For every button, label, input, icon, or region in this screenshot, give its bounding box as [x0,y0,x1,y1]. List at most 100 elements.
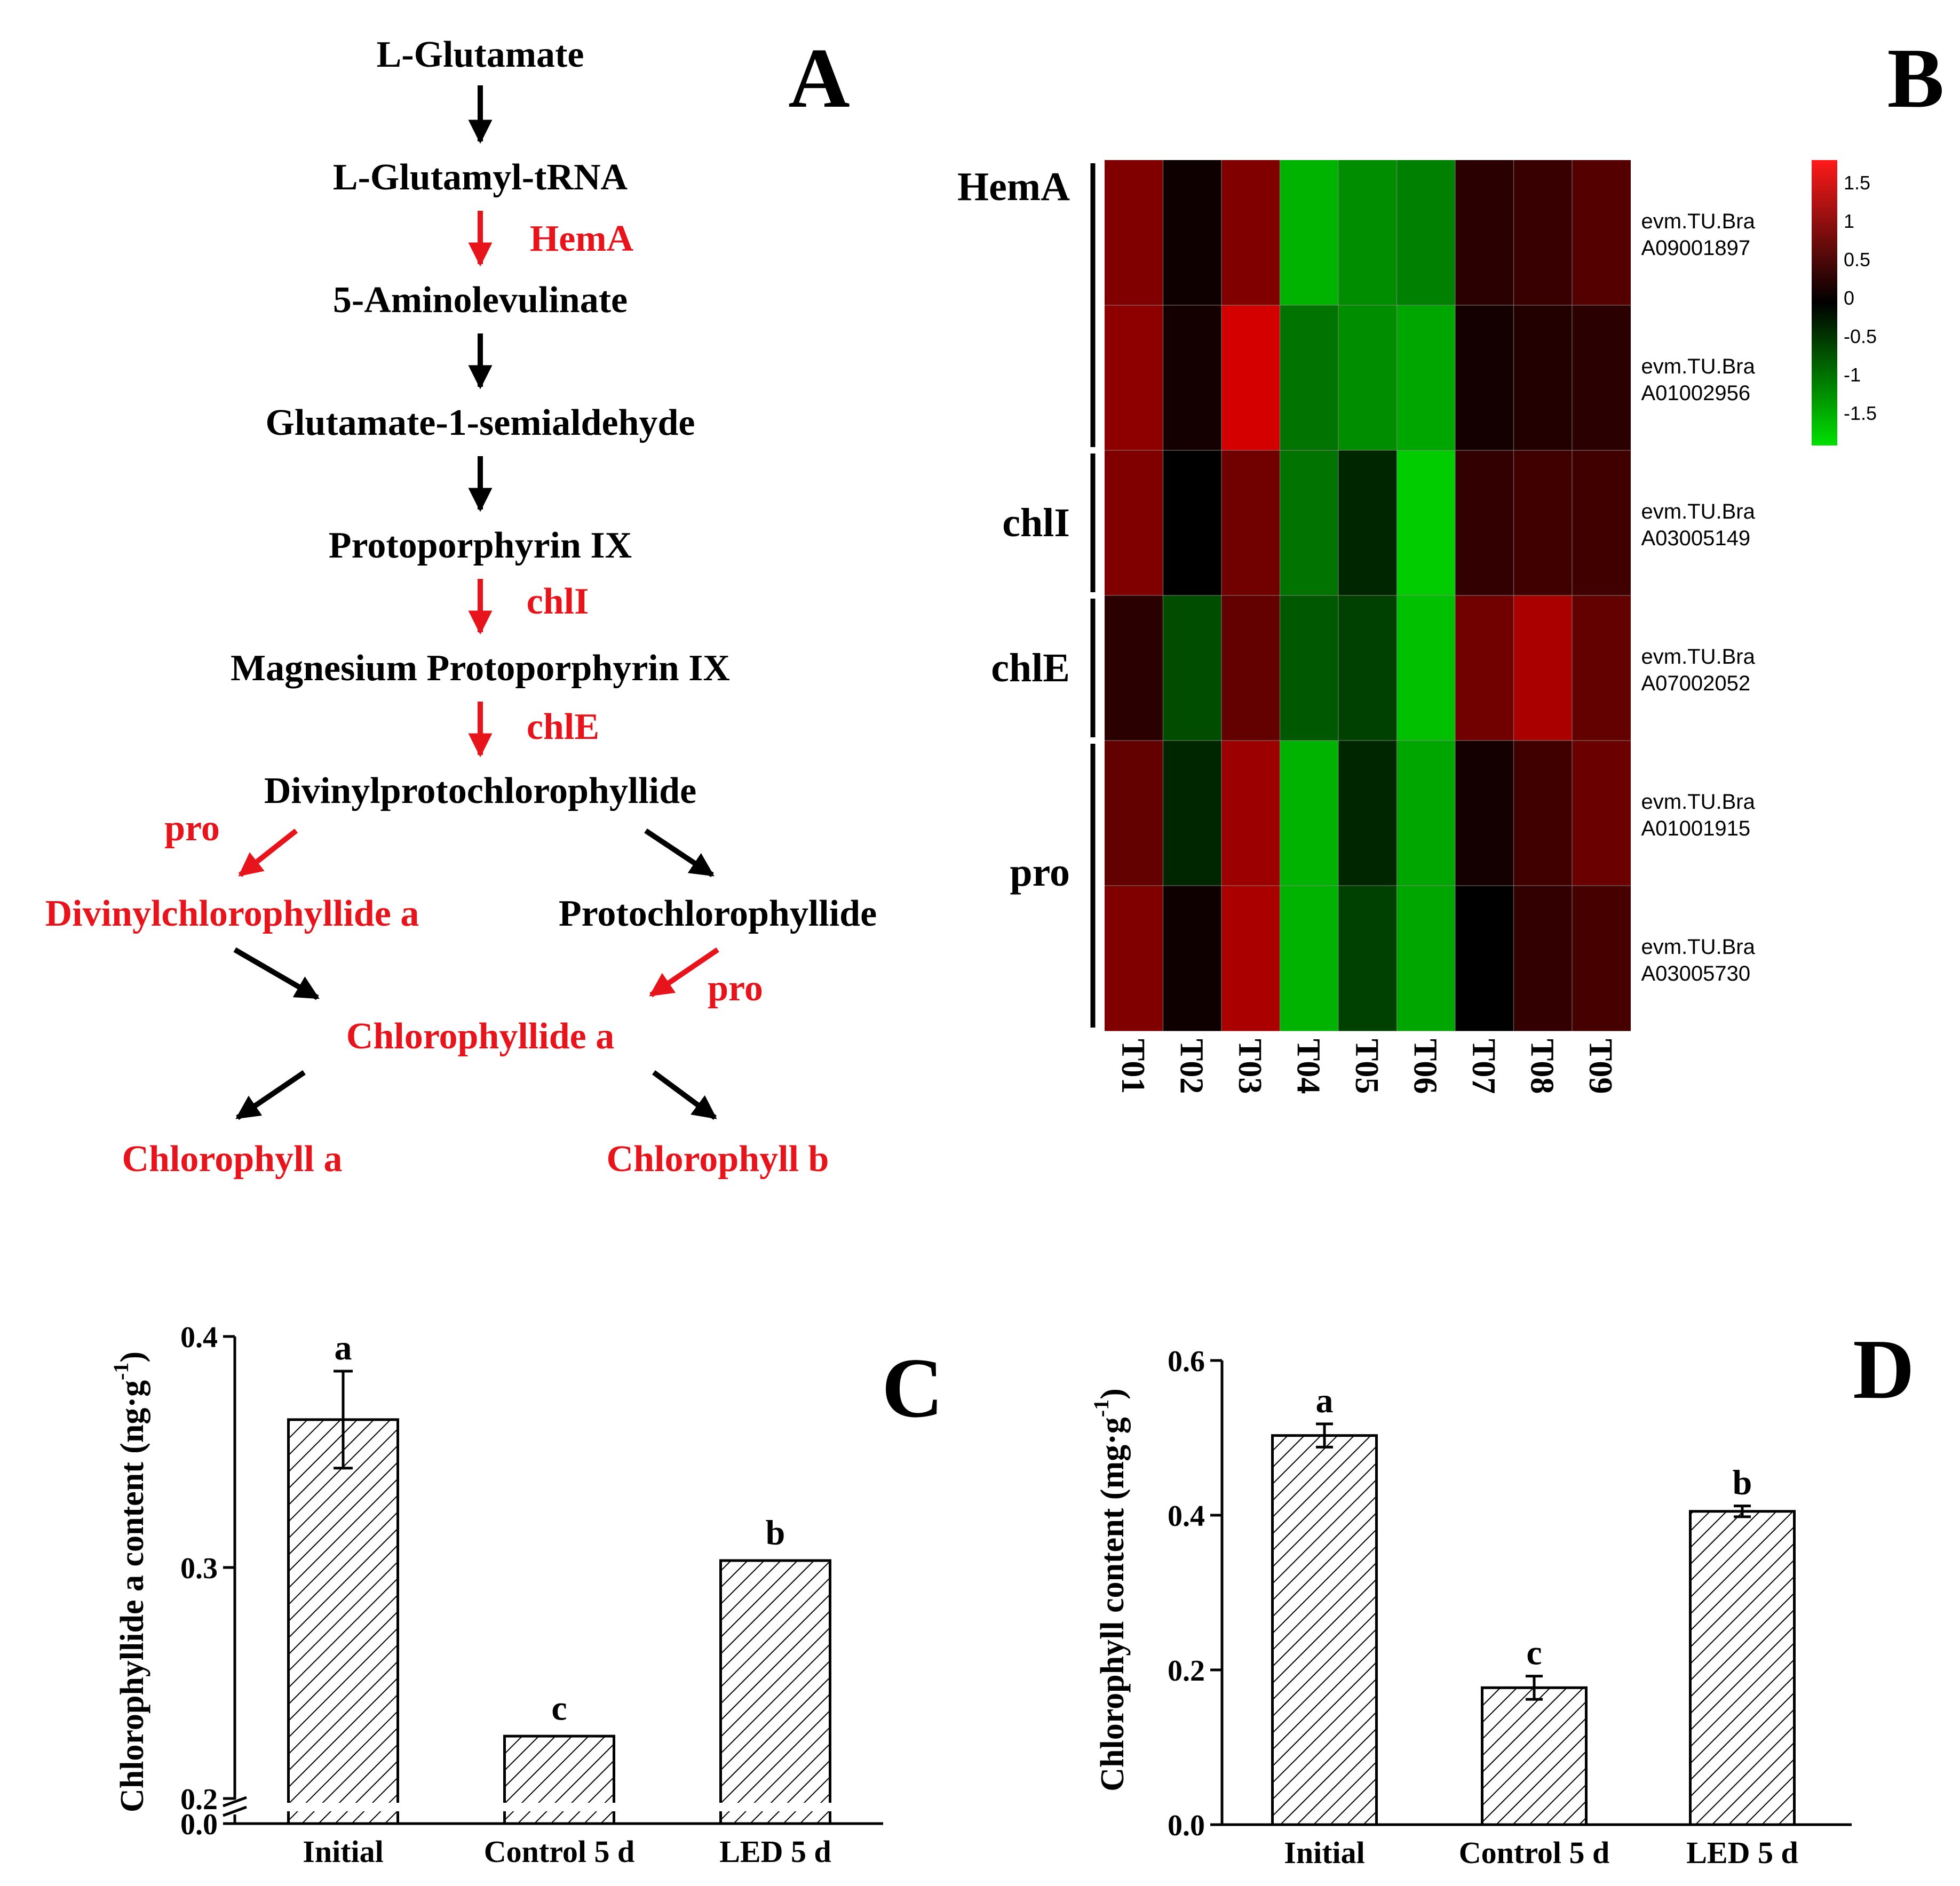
column-label: T02 [1173,1039,1209,1094]
panel-letter-b: B [1887,30,1945,125]
column-label: T08 [1523,1039,1560,1094]
heatmap-grid [1105,160,1631,1031]
colorbar-tick-label: -1.5 [1844,402,1877,424]
bar-chart-c: C a Initial c Control 5 d b LED 5 d 0.4 0.3 0.20… [109,1321,943,1869]
colorbar [1812,160,1837,445]
compound-mg-protoporphyrin: Magnesium Protoporphyrin IX [231,648,730,689]
colorbar-ticks: 1.5 1 0.5 0 -0.5 -1 -1.5 [1844,172,1877,424]
heatmap-cell [1163,886,1222,1031]
heatmap-cell [1221,886,1280,1031]
heatmap-column-labels: T01 T02 T03 T04 T05 T06 T07 T08 T09 [1115,1039,1618,1094]
enzyme-pro-left: pro [164,808,220,849]
heatmap-cell [1105,741,1163,886]
heatmap-cell [1396,450,1456,596]
gene-label: evm.TU.Bra [1641,935,1756,959]
bar [287,1418,399,1825]
heatmap-cell [1280,450,1339,596]
heatmap-cell [1221,160,1280,306]
heatmap-cell [1513,741,1573,886]
significance-label: c [551,1689,567,1728]
x-tick-label: Control 5 d [484,1834,635,1869]
heatmap-cell [1221,450,1280,596]
heatmap-row-groups: HemA chlI chlE pro [957,163,1096,1028]
heatmap-gene-labels: evm.TU.Bra A09001897 evm.TU.Bra A01002956 ev… [1641,210,1756,985]
heatmap-cell [1221,741,1280,886]
heatmap-cell [1105,305,1163,451]
row-group-label: chlE [991,646,1070,690]
compound-gsa: Glutamate-1-semialdehyde [266,402,695,443]
heatmap-cell [1338,886,1397,1031]
x-tick-label: Control 5 d [1459,1835,1610,1870]
enzyme-chli: chlI [527,581,589,622]
row-group-label: pro [1010,850,1070,895]
heatmap-cell [1455,305,1514,451]
significance-label: c [1526,1634,1542,1673]
gene-label: A01001915 [1641,817,1751,840]
colorbar-tick-label: -1 [1844,364,1861,386]
significance-label: a [335,1328,352,1367]
heatmap-cell [1513,595,1573,741]
compound-glutamyl-trna: L-Glutamyl-tRNA [333,157,628,198]
heatmap-cells [1105,160,1631,1031]
column-label: T03 [1232,1039,1268,1094]
significance-label: a [1316,1381,1334,1420]
heatmap-cell [1513,305,1573,451]
heatmap-cell [1455,595,1514,741]
row-group-label: HemA [957,164,1070,209]
heatmap-cell [1338,741,1397,886]
heatmap-cell [1280,160,1339,306]
column-label: T04 [1290,1039,1326,1094]
x-tick-label: Initial [303,1834,384,1869]
x-tick-label: Initial [1284,1835,1365,1870]
arrow-pro-right [649,947,719,998]
heatmap-cell [1163,305,1222,451]
arrow-pro-left [238,829,298,877]
enzyme-chle: chlE [527,706,599,747]
heatmap-cell [1513,450,1573,596]
heatmap-cell [1338,160,1397,306]
colorbar-tick-label: 0.5 [1844,249,1870,270]
bar-chart-d: D a Initial c Control 5 d b LED 5 d 0.6 0.4 0.2 0… [1089,1322,1915,1870]
heatmap-cell [1572,595,1631,741]
compound-aminolevulinate: 5-Aminolevulinate [333,280,628,321]
heatmap-cell [1396,886,1456,1031]
heatmap-cell [1163,741,1222,886]
heatmap-cell [1338,305,1397,451]
compound-divinylchlorophyllide: Divinylchlorophyllide a [45,893,419,934]
bar [1689,1510,1796,1826]
arrow-to-chlb [652,1070,717,1120]
heatmap-cell [1280,595,1339,741]
gene-label: A03005730 [1641,962,1751,985]
enzyme-hema: HemA [530,218,634,259]
heatmap-cell [1572,160,1631,306]
heatmap-cell [1455,741,1514,886]
column-label: T01 [1115,1039,1151,1094]
heatmap-cell [1163,450,1222,596]
y-tick-label: 0.4 [1168,1500,1205,1533]
panel-letter-c: C [882,1340,943,1435]
colorbar-tick-label: -0.5 [1844,325,1877,347]
compound-divinylprotochlorophyllide: Divinylprotochlorophyllide [264,770,696,811]
heatmap-cell [1163,160,1222,306]
gene-label: A01002956 [1641,381,1751,405]
heatmap-cell [1572,741,1631,886]
heatmap-cell [1396,595,1456,741]
heatmap-cell [1455,160,1514,306]
enzyme-pro-right: pro [708,968,763,1009]
heatmap-cell [1455,450,1514,596]
gene-label: evm.TU.Bra [1641,645,1756,669]
heatmap-cell [1396,305,1456,451]
axis-break-mark [223,1805,247,1817]
bar-break-gap [719,1803,832,1811]
heatmap-cell [1221,305,1280,451]
significance-label: b [766,1513,785,1552]
heatmap-cell [1221,595,1280,741]
heatmap-cell [1396,160,1456,306]
axis-break-mark [223,1796,247,1808]
bar-break-gap [287,1803,400,1811]
bar [1481,1686,1588,1826]
heatmap-cell [1572,450,1631,596]
arrow-to-chla [235,1070,306,1120]
y-axis-label: Chlorophyll content (mg·g-1) [1089,1388,1131,1792]
